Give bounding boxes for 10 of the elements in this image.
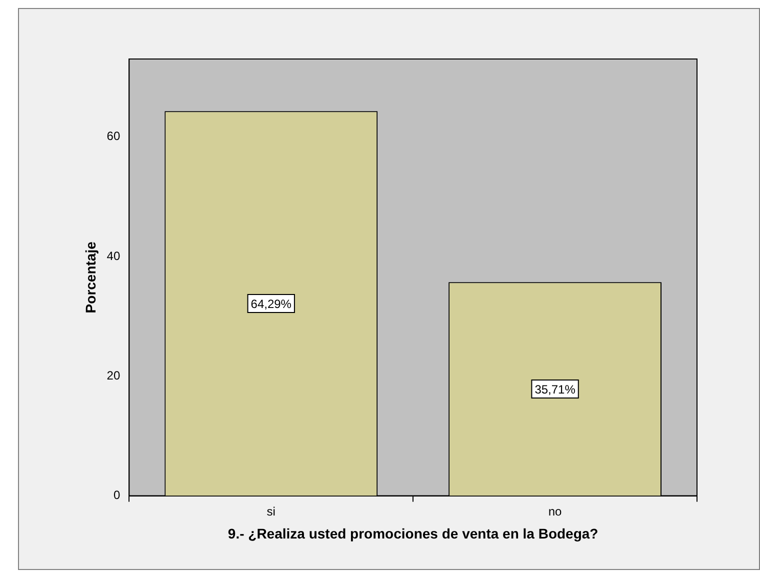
x-tick-label: si [266,504,276,518]
y-tick-label: 40 [106,248,120,263]
y-tick-label: 20 [106,368,120,382]
y-axis-title: Porcentaje [82,241,98,314]
data-label: 64,29% [250,296,292,311]
y-tick-label: 60 [106,129,120,144]
x-axis-title: 9.- ¿Realiza usted promociones de venta en la Bodega? [228,525,598,542]
data-label: 35,71% [534,382,576,396]
x-tick-label: no [548,504,562,518]
y-tick-label: 0 [113,488,120,502]
